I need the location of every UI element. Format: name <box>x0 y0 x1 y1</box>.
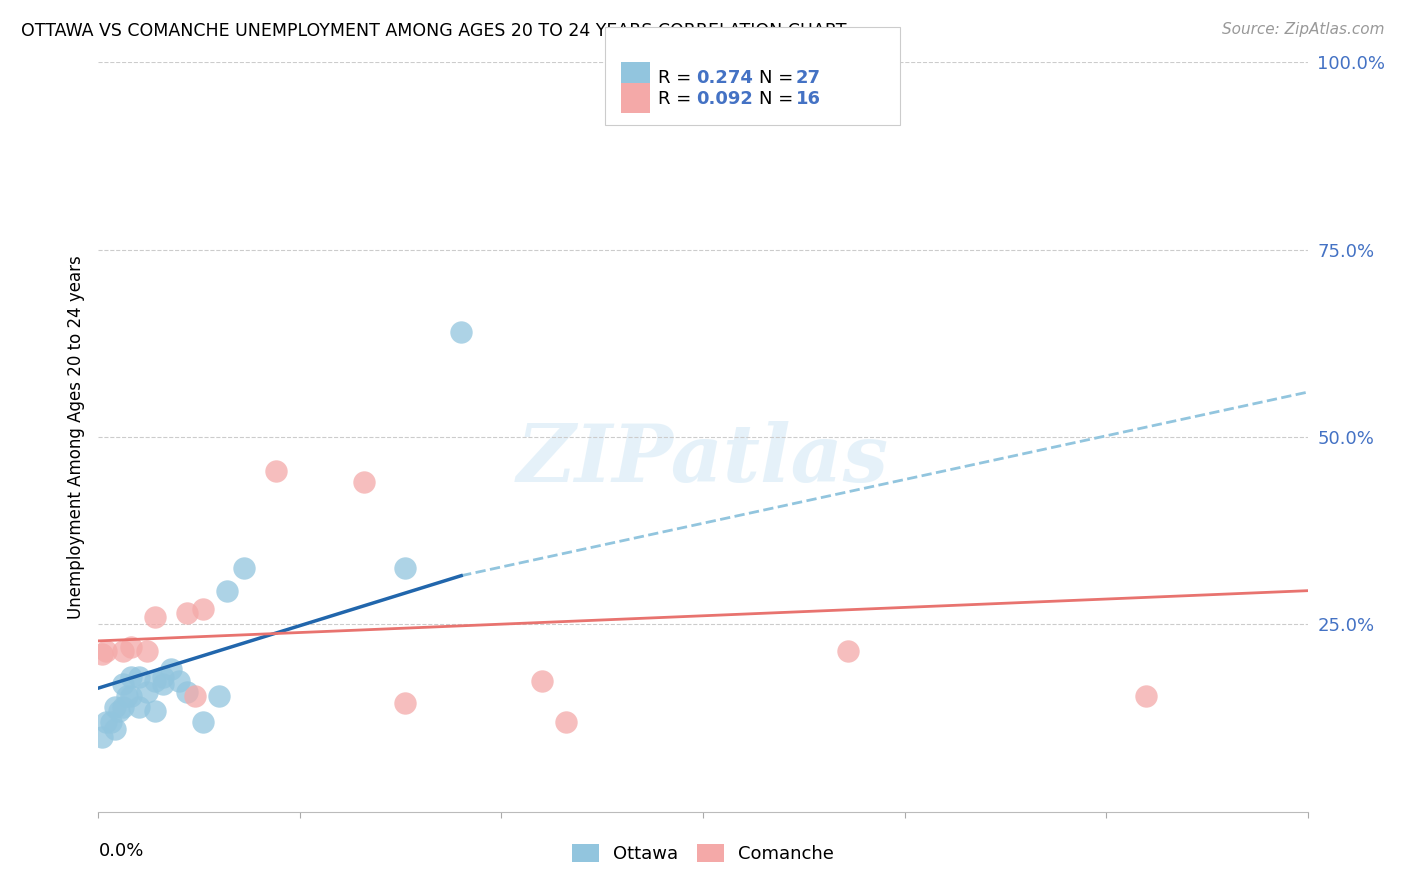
Text: N =: N = <box>759 70 799 87</box>
Point <box>184 689 207 703</box>
Point <box>193 602 215 616</box>
Point <box>91 648 114 662</box>
Point <box>103 723 125 737</box>
Text: Source: ZipAtlas.com: Source: ZipAtlas.com <box>1222 22 1385 37</box>
Point <box>128 699 150 714</box>
Point <box>100 714 122 729</box>
Point <box>176 606 198 620</box>
Text: N =: N = <box>759 90 799 108</box>
Text: 0.092: 0.092 <box>696 90 752 108</box>
Point <box>217 583 239 598</box>
Text: ZIPatlas: ZIPatlas <box>517 421 889 499</box>
Point <box>91 730 114 744</box>
Point <box>555 714 578 729</box>
Legend: Ottawa, Comanche: Ottawa, Comanche <box>565 837 841 870</box>
Point <box>450 325 472 339</box>
Text: 0.0%: 0.0% <box>98 842 143 860</box>
Point <box>176 685 198 699</box>
Point <box>120 670 142 684</box>
Point <box>111 677 134 691</box>
Point <box>353 475 375 489</box>
Point <box>193 714 215 729</box>
Point <box>143 704 166 718</box>
Text: R =: R = <box>658 90 697 108</box>
Point <box>208 689 231 703</box>
Text: 16: 16 <box>796 90 821 108</box>
Point <box>152 677 174 691</box>
Point <box>111 699 134 714</box>
Point <box>103 699 125 714</box>
Point <box>128 670 150 684</box>
Text: 27: 27 <box>796 70 821 87</box>
Point <box>107 704 129 718</box>
Point <box>394 696 416 710</box>
Point <box>530 673 553 688</box>
Point <box>120 689 142 703</box>
Text: 0.274: 0.274 <box>696 70 752 87</box>
Point <box>96 714 118 729</box>
Point <box>394 561 416 575</box>
Point <box>1135 689 1157 703</box>
Point <box>111 643 134 657</box>
Text: R =: R = <box>658 70 697 87</box>
Point <box>115 689 138 703</box>
Point <box>232 561 254 575</box>
Text: OTTAWA VS COMANCHE UNEMPLOYMENT AMONG AGES 20 TO 24 YEARS CORRELATION CHART: OTTAWA VS COMANCHE UNEMPLOYMENT AMONG AG… <box>21 22 846 40</box>
Point <box>143 610 166 624</box>
Point <box>143 673 166 688</box>
Point <box>135 685 157 699</box>
Point <box>152 670 174 684</box>
Point <box>135 643 157 657</box>
Y-axis label: Unemployment Among Ages 20 to 24 years: Unemployment Among Ages 20 to 24 years <box>66 255 84 619</box>
Point <box>96 643 118 657</box>
Point <box>120 640 142 654</box>
Point <box>264 464 287 478</box>
Point <box>837 643 859 657</box>
Point <box>160 662 183 676</box>
Point <box>167 673 190 688</box>
